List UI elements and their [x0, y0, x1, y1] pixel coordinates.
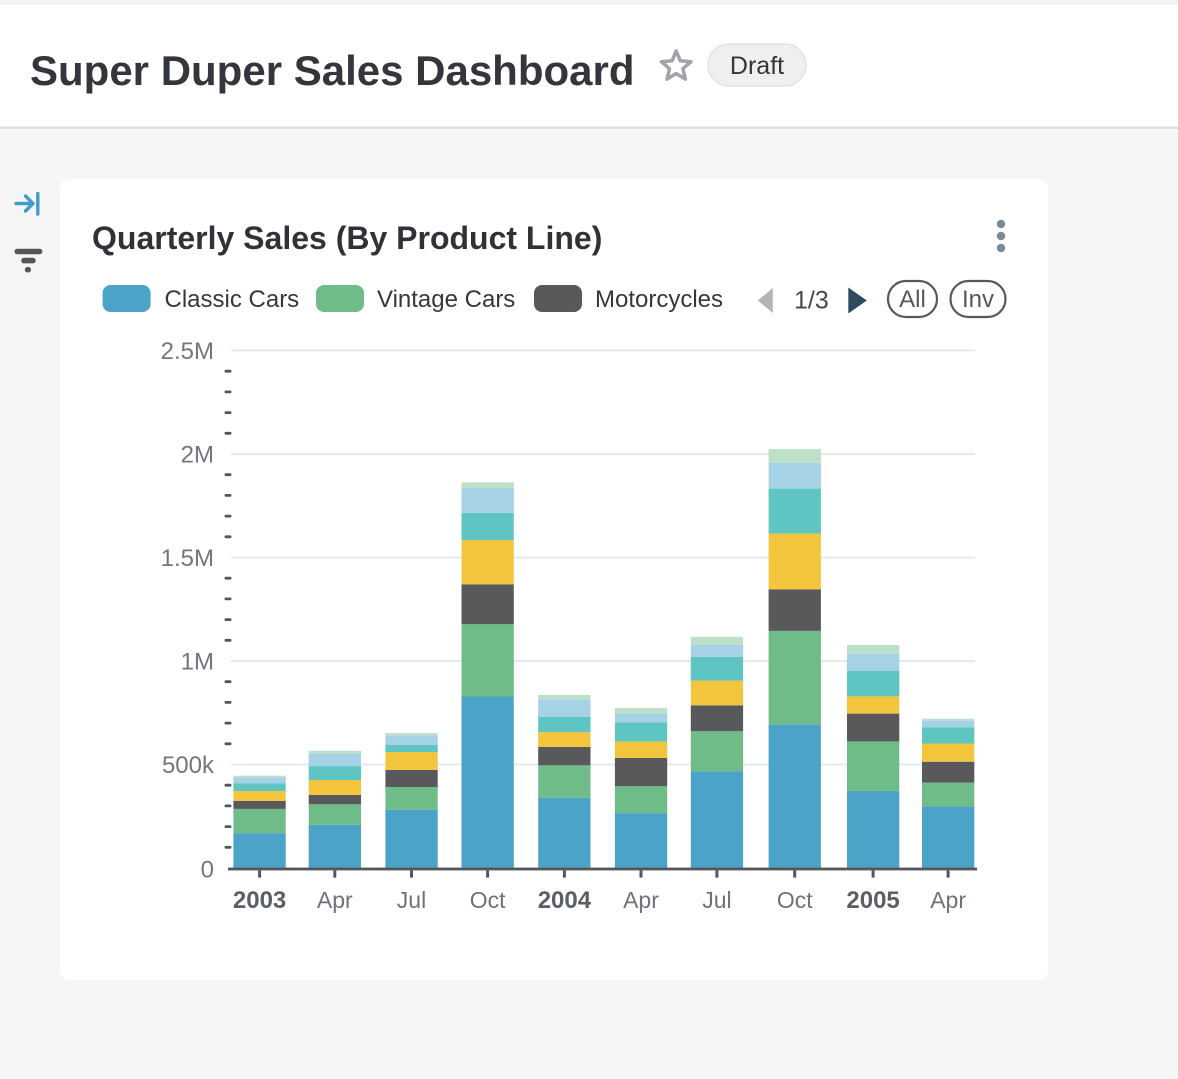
svg-text:2.5M: 2.5M [161, 338, 214, 365]
svg-text:1M: 1M [181, 649, 214, 676]
svg-text:Apr: Apr [623, 887, 659, 913]
svg-text:Oct: Oct [777, 887, 813, 913]
svg-text:1.5M: 1.5M [161, 545, 214, 572]
svg-text:0: 0 [201, 857, 214, 884]
svg-text:2004: 2004 [538, 887, 592, 914]
svg-text:Vintage Cars: Vintage Cars [377, 286, 515, 313]
svg-text:Apr: Apr [317, 887, 353, 913]
svg-text:Inv: Inv [962, 286, 994, 313]
svg-text:Motorcycles: Motorcycles [595, 286, 723, 313]
svg-text:Jul: Jul [702, 887, 731, 913]
svg-text:Oct: Oct [470, 887, 506, 913]
svg-text:Super Duper Sales Dashboard: Super Duper Sales Dashboard [30, 47, 635, 94]
svg-text:1/3: 1/3 [794, 287, 829, 315]
svg-text:Apr: Apr [930, 887, 966, 913]
svg-text:All: All [899, 286, 926, 313]
svg-text:2005: 2005 [846, 887, 899, 914]
svg-text:2M: 2M [181, 442, 214, 469]
svg-text:Jul: Jul [397, 887, 426, 913]
svg-text:2003: 2003 [233, 887, 286, 914]
svg-text:Classic Cars: Classic Cars [165, 286, 300, 313]
svg-text:Draft: Draft [730, 52, 784, 80]
svg-text:Quarterly Sales (By Product Li: Quarterly Sales (By Product Line) [92, 220, 602, 256]
svg-text:500k: 500k [162, 752, 215, 779]
